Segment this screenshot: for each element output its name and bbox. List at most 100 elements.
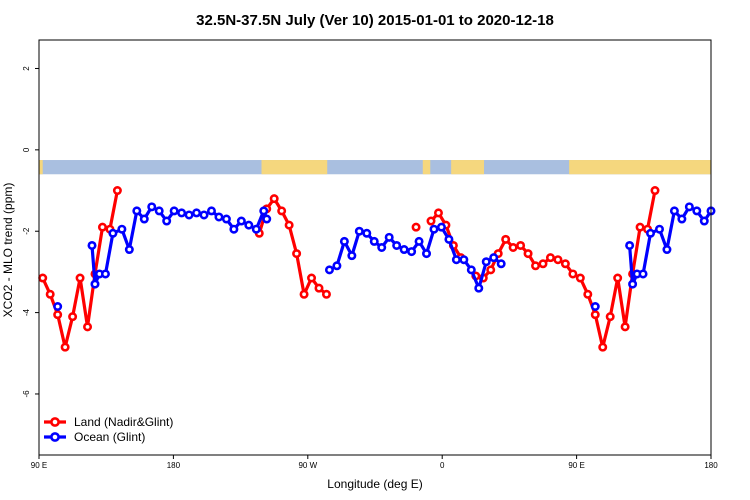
ocean-data-point [177, 208, 187, 218]
y-tick-label: 0 [22, 147, 31, 152]
ocean-data-point [90, 279, 100, 289]
land-data-point [83, 322, 93, 332]
ocean-data-point [466, 265, 476, 275]
ocean-data-point [184, 210, 194, 220]
ocean-data-point [429, 224, 439, 234]
x-tick-label: 90 W [298, 461, 317, 470]
y-tick-label: -4 [22, 308, 31, 316]
land-data-point [97, 222, 107, 232]
ocean-data-point [139, 214, 149, 224]
ocean-data-point [369, 236, 379, 246]
ocean-data-point [654, 224, 664, 234]
ocean-data-point [53, 301, 63, 311]
ocean-data-point [392, 240, 402, 250]
land-data-point [45, 289, 55, 299]
land-legend-marker [50, 417, 60, 427]
y-tick-label: -6 [22, 390, 31, 398]
ocean-data-point [662, 245, 672, 255]
plot-frame [38, 39, 712, 456]
ocean-data-point [244, 220, 254, 230]
land-data-point [523, 249, 533, 259]
series-layer [38, 186, 716, 352]
legend: Land (Nadir&Glint)Ocean (Glint) [44, 415, 173, 444]
ocean-data-point [414, 236, 424, 246]
ocean-data-point [169, 206, 179, 216]
ocean-data-point [422, 249, 432, 259]
land-data-point [545, 253, 555, 263]
ocean-data-point [669, 206, 679, 216]
x-tick-label: 0 [440, 461, 445, 470]
land-data-point [411, 222, 421, 232]
ocean-data-point [251, 224, 261, 234]
ocean-data-point [590, 301, 600, 311]
land-mask-band [39, 160, 711, 175]
land-data-point [112, 186, 122, 196]
land-data-point [307, 273, 317, 283]
ocean-data-point [147, 202, 157, 212]
x-axis-label: Longitude (deg E) [327, 477, 422, 491]
land-data-point [292, 249, 302, 259]
ocean-data-point [347, 251, 357, 261]
land-data-point [560, 259, 570, 269]
y-axis: 2 0 -2 -4 -6 [22, 66, 39, 398]
land-data-point [426, 216, 436, 226]
land-data-point [53, 310, 63, 320]
land-data-point [598, 342, 608, 352]
ocean-data-point [692, 206, 702, 216]
ocean-data-point [192, 208, 202, 218]
land-data-point [299, 289, 309, 299]
land-data-point [60, 342, 70, 352]
ocean-data-point [628, 279, 638, 289]
land-data-point [605, 312, 615, 322]
ocean-band [39, 160, 711, 175]
land-data-point [486, 265, 496, 275]
land-data-point [277, 206, 287, 216]
ocean-data-point [459, 255, 469, 265]
ocean-legend-marker [50, 432, 60, 442]
land-data-point [568, 269, 578, 279]
ocean-data-point [206, 206, 216, 216]
land-series-line [257, 197, 328, 296]
land-data-point [635, 222, 645, 232]
ocean-data-point [474, 283, 484, 293]
ocean-data-point [444, 234, 454, 244]
land-data-point [531, 261, 541, 271]
ocean-data-point [677, 214, 687, 224]
ocean-data-point [489, 253, 499, 263]
y-tick-label: -2 [22, 227, 31, 235]
ocean-data-point [407, 247, 417, 257]
ocean-data-point [399, 245, 409, 255]
ocean-data-point [100, 269, 110, 279]
x-tick-label: 90 E [31, 461, 47, 470]
ocean-data-point [362, 228, 372, 238]
ocean-data-point [684, 202, 694, 212]
land-data-point [508, 243, 518, 253]
ocean-data-point [481, 257, 491, 267]
x-tick-label: 90 E [568, 461, 584, 470]
land-band-segment [261, 160, 328, 175]
land-data-point [75, 273, 85, 283]
ocean-data-point [436, 222, 446, 232]
ocean-data-point [199, 210, 209, 220]
ocean-data-point [229, 224, 239, 234]
ocean-data-point [162, 216, 172, 226]
land-band-segment [569, 160, 711, 175]
land-band-segment [39, 160, 43, 175]
ocean-data-point [625, 240, 635, 250]
chart-title: 32.5N-37.5N July (Ver 10) 2015-01-01 to … [196, 12, 554, 29]
ocean-data-point [451, 255, 461, 265]
x-tick-label: 180 [704, 461, 718, 470]
land-data-point [553, 255, 563, 265]
ocean-data-point [154, 206, 164, 216]
land-data-point [590, 310, 600, 320]
ocean-data-point [354, 226, 364, 236]
ocean-data-point [108, 228, 118, 238]
land-data-point [284, 220, 294, 230]
land-data-point [321, 289, 331, 299]
land-band-segment [422, 160, 431, 175]
ocean-data-point [236, 216, 246, 226]
land-data-point [68, 312, 78, 322]
x-tick-label: 180 [167, 461, 181, 470]
land-data-point [501, 234, 511, 244]
